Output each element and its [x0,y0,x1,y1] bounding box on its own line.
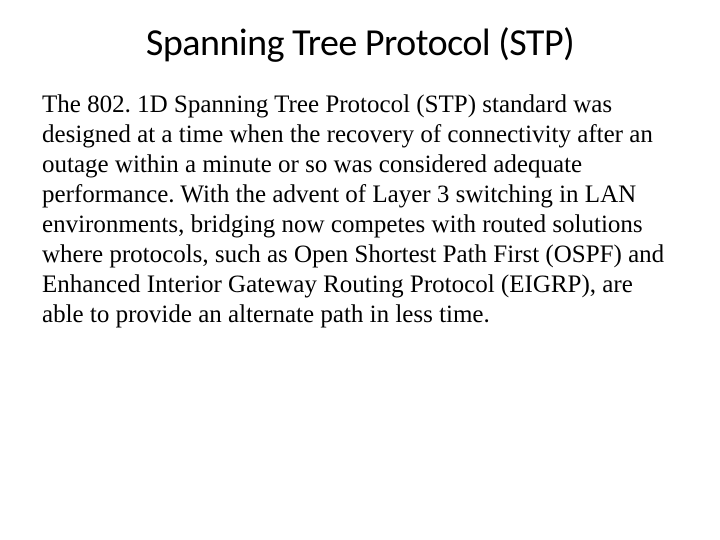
slide-body-text: The 802. 1D Spanning Tree Protocol (STP)… [42,90,678,330]
slide-container: Spanning Tree Protocol (STP) The 802. 1D… [0,0,720,540]
slide-title: Spanning Tree Protocol (STP) [42,20,678,66]
